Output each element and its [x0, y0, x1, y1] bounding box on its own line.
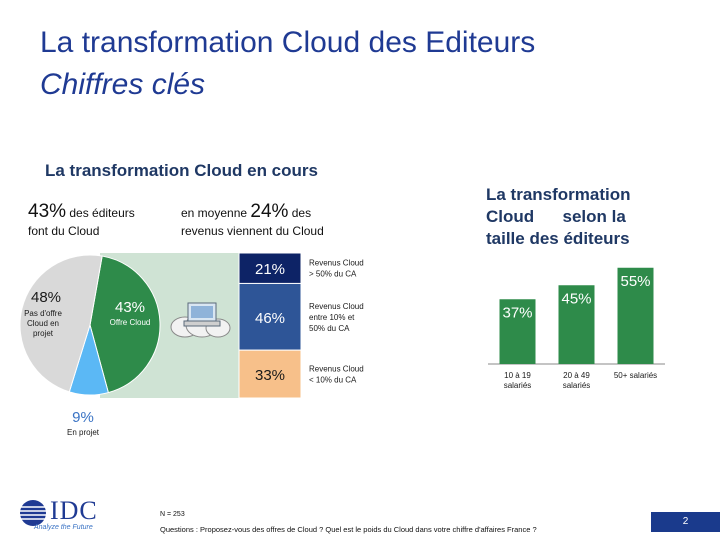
stacked-segment-legend: Revenus Cloud: [309, 259, 364, 268]
bar: [499, 299, 536, 364]
category-label: salariés: [563, 381, 591, 390]
stacked-segment-label: 33%: [255, 367, 285, 384]
stat-left-value: 43%: [28, 201, 67, 222]
stacked-segment: [238, 349, 302, 399]
stacked-segment-legend: < 10% du CA: [309, 376, 357, 385]
section-title-line: taille des éditeurs: [486, 229, 630, 248]
stacked-segment-legend: entre 10% et: [309, 313, 355, 322]
section-title-line: La transformation: [486, 185, 631, 204]
stacked-segment: [238, 252, 302, 284]
stacked-bar: 21% Revenus Cloud > 50% du CA 46% Revenus Cl…: [238, 252, 364, 399]
stat-left-text2: font du Cloud: [28, 224, 100, 238]
category-label: 50+ salariés: [614, 371, 657, 380]
stacked-segment-label: 21%: [255, 261, 285, 278]
stacked-segment-legend: > 50% du CA: [309, 270, 357, 279]
bar: [558, 285, 595, 364]
stacked-segment-legend: Revenus Cloud: [309, 365, 364, 374]
section-title-cloud-transformation: La transformation Cloud en cours: [45, 161, 318, 180]
section-title-line: Cloud selon la: [486, 207, 626, 226]
pie-label: 48%: [31, 289, 61, 306]
idc-logo-text: IDC: [50, 496, 98, 525]
stat-right-text2: des: [288, 206, 312, 220]
cloud-computer-icon: [170, 302, 231, 338]
stat-right-text1: en moyenne: [181, 206, 251, 220]
category-label: 20 à 49: [563, 371, 590, 380]
pie-slice: [19, 254, 103, 393]
section-title-by-size: La transformation Cloud selon la taille …: [486, 184, 656, 250]
stacked-segment-legend: 50% du CA: [309, 324, 350, 333]
stat-right-value: 24%: [250, 201, 289, 222]
bar-label: 37%: [502, 304, 532, 321]
stacked-segment-legend: Revenus Cloud: [309, 302, 364, 311]
stat-left: 43% des éditeurs font du Cloud: [28, 201, 135, 240]
pie-label: projet: [33, 329, 54, 338]
page-number: 2: [651, 512, 720, 532]
page-subtitle: Chiffres clés: [40, 68, 206, 101]
pie-slice: [89, 255, 161, 394]
idc-tagline: Analyze the Future: [34, 524, 93, 531]
bar-label: 45%: [561, 290, 591, 307]
pie-label: 9%: [72, 409, 94, 426]
pie-label: En projet: [67, 428, 100, 437]
survey-questions: Questions : Proposez-vous des offres de …: [160, 525, 537, 534]
category-label: 10 à 19: [504, 371, 531, 380]
bar: [617, 267, 654, 364]
stat-right-text3: revenus viennent du Cloud: [181, 224, 324, 238]
bar-label: 55%: [620, 273, 650, 290]
page-title: La transformation Cloud des Editeurs: [40, 26, 536, 59]
stacked-segment-label: 46%: [255, 310, 285, 327]
sample-size: N = 253: [160, 511, 185, 518]
stat-left-text: des éditeurs: [66, 206, 135, 220]
pie-label: Offre Cloud: [110, 318, 151, 327]
pie-label: Pas d'offre: [24, 309, 62, 318]
stat-right: en moyenne 24% des revenus viennent du C…: [181, 201, 324, 240]
pie-label: 43%: [115, 299, 145, 316]
category-label: salariés: [504, 381, 532, 390]
idc-globe-logo-icon: [18, 498, 48, 528]
pie-label: Cloud en: [27, 319, 59, 328]
